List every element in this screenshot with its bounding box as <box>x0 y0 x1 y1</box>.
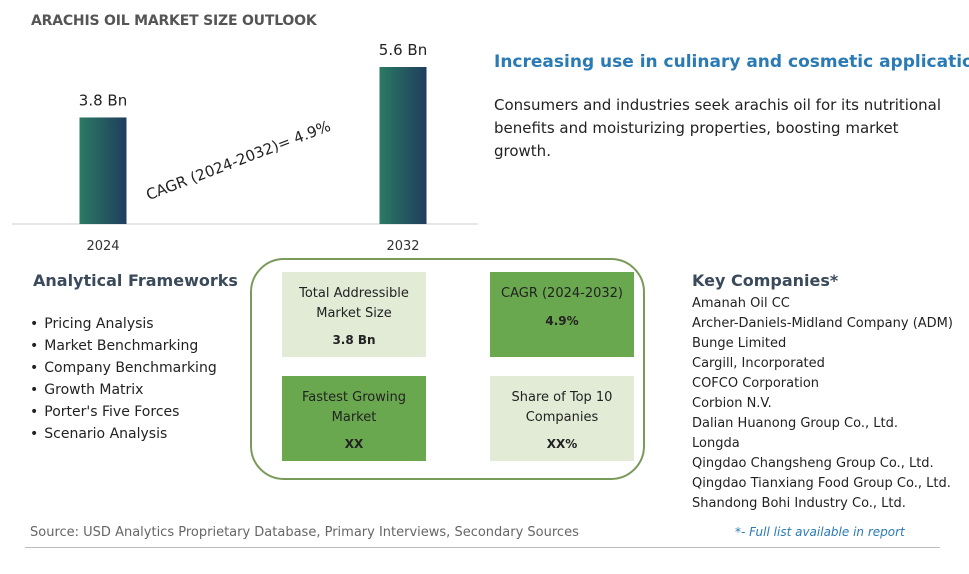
bar-chart: 3.8 Bn 2024 5.6 Bn 2032 <box>12 41 478 254</box>
card-value: XX% <box>546 437 578 451</box>
framework-item: Scenario Analysis <box>30 423 217 445</box>
key-companies-list: Amanah Oil CC Archer-Daniels-Midland Com… <box>692 294 962 522</box>
bar-2024 <box>79 117 127 224</box>
framework-item: Market Benchmarking <box>30 335 217 357</box>
company-item: Corbion N.V. <box>692 396 772 411</box>
card-label: Total Addressible Market Size <box>299 286 409 321</box>
company-item: Amanah Oil CC <box>692 296 790 311</box>
card-value: XX <box>344 437 364 451</box>
framework-item: Porter's Five Forces <box>30 401 217 423</box>
category-label: 2032 <box>386 239 419 254</box>
card-value: 4.9% <box>545 314 579 328</box>
company-item: Shandong Bohi Industry Co., Ltd. <box>692 496 906 511</box>
company-item: COFCO Corporation <box>692 376 820 391</box>
key-companies-title: Key Companies* <box>692 271 839 290</box>
category-label: 2024 <box>86 239 119 254</box>
value-label: 3.8 Bn <box>79 91 127 109</box>
framework-item: Company Benchmarking <box>30 357 216 379</box>
cagr-card: CAGR (2024-2032) 4.9% <box>490 272 634 357</box>
card-value: 3.8 Bn <box>332 333 376 347</box>
frameworks-title: Analytical Frameworks <box>33 271 238 290</box>
company-item: Cargill, Incorporated <box>692 356 825 371</box>
top-companies-share-card: Share of Top 10 Companies XX% <box>490 376 634 461</box>
company-item: Bunge Limited <box>692 336 787 351</box>
framework-item: Pricing Analysis <box>30 313 217 335</box>
headline: Increasing use in culinary and cosmetic … <box>494 52 969 72</box>
source-note: Source: USD Analytics Proprietary Databa… <box>30 525 579 540</box>
framework-item: Growth Matrix <box>30 379 217 401</box>
full-list-note: *- Full list available in report <box>735 525 905 539</box>
company-item: Dalian Huanong Group Co., Ltd. <box>692 416 898 431</box>
company-item: Archer-Daniels-Midland Company (ADM) <box>692 316 953 331</box>
company-item: Longda <box>692 436 740 451</box>
fastest-market-card: Fastest Growing Market XX <box>282 376 426 461</box>
chart-title: ARACHIS OIL MARKET SIZE OUTLOOK <box>31 13 317 29</box>
metrics-panel: Total Addressible Market Size 3.8 Bn CAG… <box>250 258 645 480</box>
company-item: Qingdao Changsheng Group Co., Ltd. <box>692 456 934 471</box>
card-label: CAGR (2024-2032) <box>501 286 623 301</box>
bar-2032 <box>379 67 427 224</box>
card-label: Fastest Growing Market <box>302 390 406 425</box>
company-item: Qingdao Tianxiang Food Group Co., Ltd. <box>692 476 951 491</box>
value-label: 5.6 Bn <box>379 41 427 59</box>
frameworks-list: Pricing Analysis Market Benchmarking Com… <box>30 313 217 445</box>
description: Consumers and industries seek arachis oi… <box>494 96 942 160</box>
market-size-card: Total Addressible Market Size 3.8 Bn <box>282 272 426 357</box>
footer-divider <box>25 547 940 548</box>
card-label: Share of Top 10 Companies <box>511 390 613 425</box>
